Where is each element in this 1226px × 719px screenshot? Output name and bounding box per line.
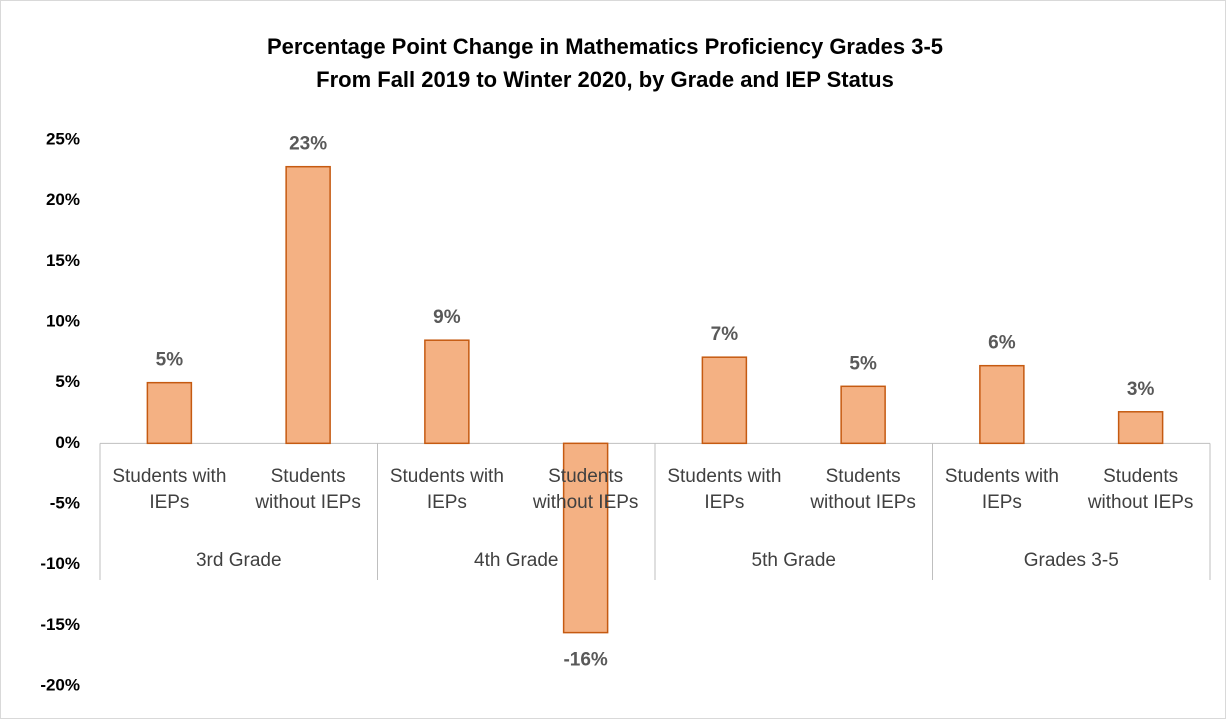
y-tick-label: -10% <box>40 554 80 573</box>
data-label: 3% <box>1127 379 1155 400</box>
bar <box>979 364 1025 445</box>
y-tick-label: -5% <box>50 493 80 512</box>
x-tick-label: Students with IEPs <box>389 466 504 513</box>
data-label: 9% <box>433 307 461 328</box>
group-label: 3rd Grade <box>195 550 282 571</box>
bar <box>701 356 748 445</box>
bar <box>1117 411 1164 445</box>
x-tick-label: Students with IEPs <box>944 466 1059 513</box>
y-tick-label: 15% <box>46 251 80 270</box>
group-label: 4th Grade <box>474 550 559 571</box>
bar <box>840 385 886 445</box>
chart-subtitle: From Fall 2019 to Winter 2020, by Grade … <box>316 67 894 92</box>
x-tick-label: Students with IEPs <box>667 466 782 513</box>
data-label: 5% <box>156 350 184 371</box>
x-tick-label: Students with IEPs <box>112 466 227 513</box>
data-label: -16% <box>563 650 607 671</box>
group-label: 5th Grade <box>751 550 837 571</box>
x-tick-label: Students without IEPs <box>810 466 916 513</box>
group-label: Grades 3-5 <box>1023 550 1119 571</box>
x-tick-label: Students without IEPs <box>532 466 639 513</box>
y-tick-label: 25% <box>46 129 80 148</box>
y-tick-label: 0% <box>55 433 80 452</box>
y-tick-label: -20% <box>40 675 80 694</box>
bar <box>285 165 331 445</box>
x-tick-label: Students without IEPs <box>1087 466 1194 513</box>
x-tick-label: Students without IEPs <box>255 466 361 513</box>
chart-title: Percentage Point Change in Mathematics P… <box>267 34 943 59</box>
data-label: 7% <box>711 324 739 345</box>
y-tick-label: -15% <box>40 615 80 634</box>
y-tick-label: 20% <box>46 190 80 209</box>
data-label: 5% <box>849 353 877 374</box>
bar <box>562 442 609 634</box>
data-label: 23% <box>289 134 327 155</box>
bar <box>424 339 470 445</box>
bar <box>146 381 193 445</box>
y-tick-label: 5% <box>55 372 80 391</box>
y-tick-label: 10% <box>46 311 80 330</box>
data-label: 6% <box>988 333 1016 354</box>
